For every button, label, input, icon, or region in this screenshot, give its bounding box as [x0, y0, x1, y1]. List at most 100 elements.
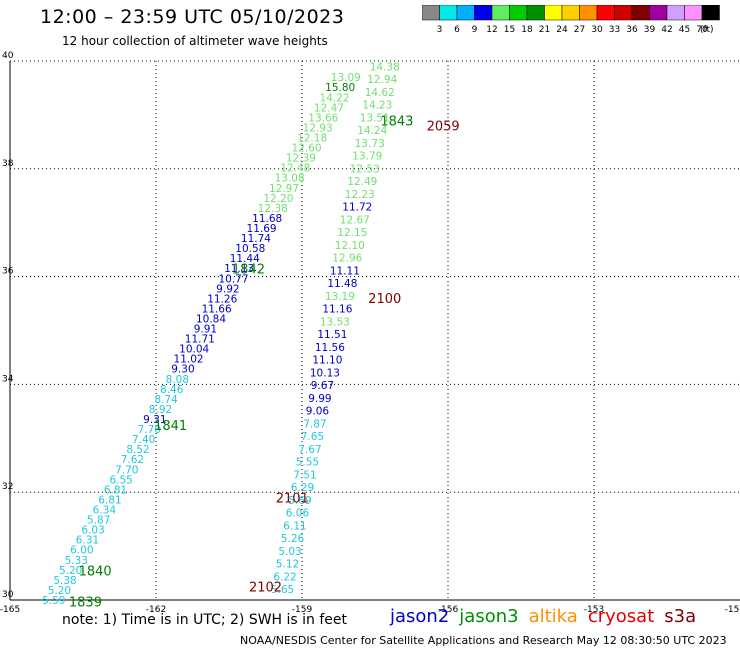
- lat-tick-label: 36: [2, 267, 14, 277]
- colorbar: 3 6 9 12 15 18 21 24 27 30 33 36 39 42 45 70(ft): [422, 5, 720, 35]
- wave-height-label: 8.08: [166, 374, 189, 386]
- wave-height-label: 13.09: [331, 72, 361, 84]
- wave-height-label: 9.99: [308, 393, 331, 405]
- wave-height-label: 10.04: [179, 344, 209, 356]
- wave-height-label: 12.96: [332, 253, 362, 265]
- wave-height-label: 15.80: [325, 82, 355, 94]
- colorbar-cell: [561, 5, 580, 21]
- wave-height-label: 12.97: [269, 183, 299, 195]
- lat-tick-label: 30: [2, 590, 14, 600]
- wave-height-label: 5.38: [53, 575, 76, 587]
- wave-height-label: 9.67: [311, 380, 334, 392]
- colorbar-cell: [509, 5, 528, 21]
- wave-height-label: 11.11: [330, 265, 360, 277]
- wave-height-label: 12.10: [335, 240, 365, 252]
- colorbar-unit: (ft): [700, 25, 714, 35]
- legend-item-s3a: s3a: [664, 606, 697, 627]
- colorbar-label: 15: [504, 25, 515, 35]
- lat-tick-label: 38: [2, 159, 14, 169]
- wave-height-label: 10.58: [235, 243, 265, 255]
- wave-height-label: 9.92: [216, 283, 239, 295]
- wave-height-label: 11.72: [342, 202, 372, 214]
- colorbar-cell: [631, 5, 650, 21]
- wave-height-label: 5.20: [48, 585, 71, 597]
- wave-height-label: 7.65: [301, 431, 324, 443]
- wave-height-label: 10.77: [218, 273, 248, 285]
- wave-height-label: 5.55: [296, 457, 319, 469]
- wave-height-label: 11.71: [185, 334, 215, 346]
- colorbar-cell: [456, 5, 475, 21]
- wave-height-label: 9.30: [171, 364, 194, 376]
- colorbar-cell: [596, 5, 615, 21]
- colorbar-cell: [474, 5, 493, 21]
- pass-time-label: 2101: [276, 492, 309, 507]
- wave-height-label: 11.48: [327, 278, 357, 290]
- colorbar-cell: [439, 5, 458, 21]
- lon-tick-label: -159: [292, 605, 313, 615]
- colorbar-label: 70: [696, 25, 708, 35]
- colorbar-cell: [666, 5, 685, 21]
- colorbar-label: 36: [626, 25, 638, 35]
- colorbar-label: 18: [521, 25, 533, 35]
- wave-height-label: 11.16: [322, 304, 352, 316]
- satellite-legend: jason2 jason3 altika cryosat s3a: [390, 606, 706, 627]
- wave-height-label: 9.06: [306, 406, 330, 418]
- wave-height-label: 12.53: [350, 163, 380, 175]
- legend-item-altika: altika: [528, 606, 578, 627]
- legend-item-jason2: jason2: [390, 606, 450, 627]
- wave-height-label: 11.74: [241, 233, 271, 245]
- wave-height-label: 13.66: [308, 112, 338, 124]
- wave-height-label: 6.06: [286, 508, 310, 520]
- wave-height-label: 11.69: [247, 223, 277, 235]
- lat-tick-label: 34: [2, 374, 14, 384]
- wave-height-label: 9.91: [194, 324, 217, 336]
- colorbar-cell: [544, 5, 563, 21]
- wave-height-label: 14.23: [362, 100, 392, 112]
- wave-height-label: 5.26: [281, 533, 305, 545]
- wave-height-label: 7.67: [298, 444, 321, 456]
- colorbar-label: 9: [472, 25, 478, 35]
- lat-tick-label: 32: [2, 482, 13, 492]
- wave-height-label: 12.47: [314, 102, 344, 114]
- wave-height-label: 5.03: [278, 546, 301, 558]
- lon-tick-label: -165: [0, 605, 20, 615]
- colorbar-cell: [701, 5, 720, 21]
- colorbar-label: 33: [609, 25, 620, 35]
- wave-height-label: 7.51: [293, 469, 316, 481]
- colorbar-cell: [649, 5, 668, 21]
- pass-time-label: 2100: [368, 292, 401, 307]
- colorbar-label: 24: [556, 25, 568, 35]
- wave-height-label: 11.26: [207, 293, 237, 305]
- wave-height-label: 13.79: [352, 151, 382, 163]
- pass-time-label: 1840: [79, 564, 112, 579]
- wave-height-label: 12.20: [263, 193, 293, 205]
- colorbar-label: 27: [574, 25, 585, 35]
- lon-tick-label: -153: [584, 605, 604, 615]
- wave-height-label: 5.69: [288, 495, 311, 507]
- pass-time-label: 1841: [154, 419, 187, 434]
- wave-height-label: 13.53: [320, 316, 350, 328]
- wave-height-label: 8.46: [160, 384, 184, 396]
- wave-height-label: 12.15: [337, 227, 367, 239]
- wave-height-label: 6.11: [283, 520, 306, 532]
- pass-time-label: 2059: [427, 120, 460, 135]
- colorbar-label: 3: [437, 25, 443, 35]
- wave-height-label: 6.31: [76, 535, 99, 547]
- colorbar-label: 6: [454, 25, 460, 35]
- wave-height-label: 7.62: [121, 454, 144, 466]
- pass-time-label: 1842: [232, 263, 265, 278]
- wave-height-label: 13.73: [355, 138, 385, 150]
- wave-height-label: 12.94: [367, 74, 397, 86]
- wave-height-label: 6.00: [70, 545, 93, 557]
- wave-height-label: 5.87: [87, 515, 110, 527]
- colorbar-cell: [684, 5, 703, 21]
- lon-tick-label: -156: [438, 605, 459, 615]
- pass-time-label: 1839: [69, 596, 102, 611]
- colorbar-cell: [526, 5, 545, 21]
- wave-height-label: 6.55: [109, 474, 132, 486]
- lon-tick-label: -162: [146, 605, 166, 615]
- colorbar-cell: [579, 5, 598, 21]
- credit-line: NOAA/NESDIS Center for Satellite Applica…: [240, 634, 727, 647]
- wave-height-label: 11.51: [317, 329, 347, 341]
